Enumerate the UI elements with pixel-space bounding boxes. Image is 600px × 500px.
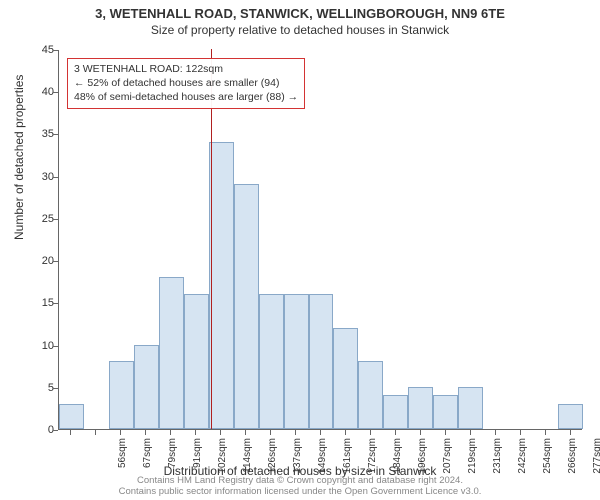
annotation-line1: 3 WETENHALL ROAD: 122sqm [74,62,298,76]
histogram-bar [234,184,259,429]
histogram-bar [159,277,184,429]
chart-title: 3, WETENHALL ROAD, STANWICK, WELLINGBORO… [0,0,600,21]
x-tick-label: 242sqm [517,438,528,488]
x-tick [370,430,371,435]
x-tick-label: 254sqm [542,438,553,488]
y-tick-label: 25 [24,213,54,225]
x-tick [320,430,321,435]
x-tick-label: 161sqm [342,438,353,488]
y-tick-label: 10 [24,340,54,352]
x-tick-label: 56sqm [117,438,128,488]
x-tick-label: 79sqm [167,438,178,488]
y-tick [53,388,58,389]
x-tick-label: 149sqm [317,438,328,488]
y-tick [53,261,58,262]
x-tick-label: 172sqm [367,438,378,488]
y-tick [53,50,58,51]
y-tick-label: 15 [24,297,54,309]
histogram-bar [408,387,433,429]
x-tick [395,430,396,435]
x-tick [220,430,221,435]
x-tick-label: 196sqm [417,438,428,488]
chart-subtitle: Size of property relative to detached ho… [0,21,600,37]
x-tick-label: 67sqm [142,438,153,488]
x-tick-label: 231sqm [492,438,503,488]
x-tick [445,430,446,435]
y-tick-label: 40 [24,86,54,98]
annotation-box: 3 WETENHALL ROAD: 122sqm← 52% of detache… [67,58,305,109]
x-tick [520,430,521,435]
x-tick [195,430,196,435]
y-tick-label: 30 [24,171,54,183]
histogram-bar [358,361,383,429]
x-tick [170,430,171,435]
y-tick [53,346,58,347]
x-tick [295,430,296,435]
y-tick-label: 0 [24,424,54,436]
y-tick [53,92,58,93]
x-tick-label: 91sqm [192,438,203,488]
plot-area: 3 WETENHALL ROAD: 122sqm← 52% of detache… [58,50,582,430]
x-tick-label: 137sqm [292,438,303,488]
histogram-bar [134,345,159,429]
histogram-bar [209,142,234,429]
x-tick [95,430,96,435]
histogram-bar [383,395,408,429]
x-tick [345,430,346,435]
y-tick-label: 5 [24,382,54,394]
x-tick [470,430,471,435]
x-tick-label: 277sqm [592,438,600,488]
histogram-bar [458,387,483,429]
x-tick-label: 184sqm [392,438,403,488]
x-tick [145,430,146,435]
y-tick [53,134,58,135]
y-tick-label: 35 [24,128,54,140]
y-tick [53,303,58,304]
x-tick [570,430,571,435]
x-tick-label: 219sqm [467,438,478,488]
x-tick-label: 266sqm [567,438,578,488]
y-tick [53,430,58,431]
x-tick [270,430,271,435]
y-tick-label: 45 [24,44,54,56]
x-tick-label: 102sqm [217,438,228,488]
x-tick [70,430,71,435]
y-tick [53,219,58,220]
y-tick-label: 20 [24,255,54,267]
y-tick [53,177,58,178]
histogram-bar [309,294,334,429]
histogram-bar [284,294,309,429]
histogram-bar [558,404,583,429]
x-tick-label: 126sqm [267,438,278,488]
histogram-bar [184,294,209,429]
x-tick [245,430,246,435]
x-tick [545,430,546,435]
x-tick-label: 207sqm [442,438,453,488]
histogram-bar [259,294,284,429]
histogram-bar [59,404,84,429]
x-tick [420,430,421,435]
footer-line2: Contains public sector information licen… [0,487,600,498]
annotation-line3: 48% of semi-detached houses are larger (… [74,90,298,104]
histogram-bar [433,395,458,429]
annotation-line2: ← 52% of detached houses are smaller (94… [74,76,298,90]
x-tick [120,430,121,435]
x-tick [495,430,496,435]
chart-area: 3 WETENHALL ROAD: 122sqm← 52% of detache… [58,50,582,430]
x-tick-label: 114sqm [242,438,253,488]
histogram-bar [109,361,134,429]
histogram-bar [333,328,358,429]
